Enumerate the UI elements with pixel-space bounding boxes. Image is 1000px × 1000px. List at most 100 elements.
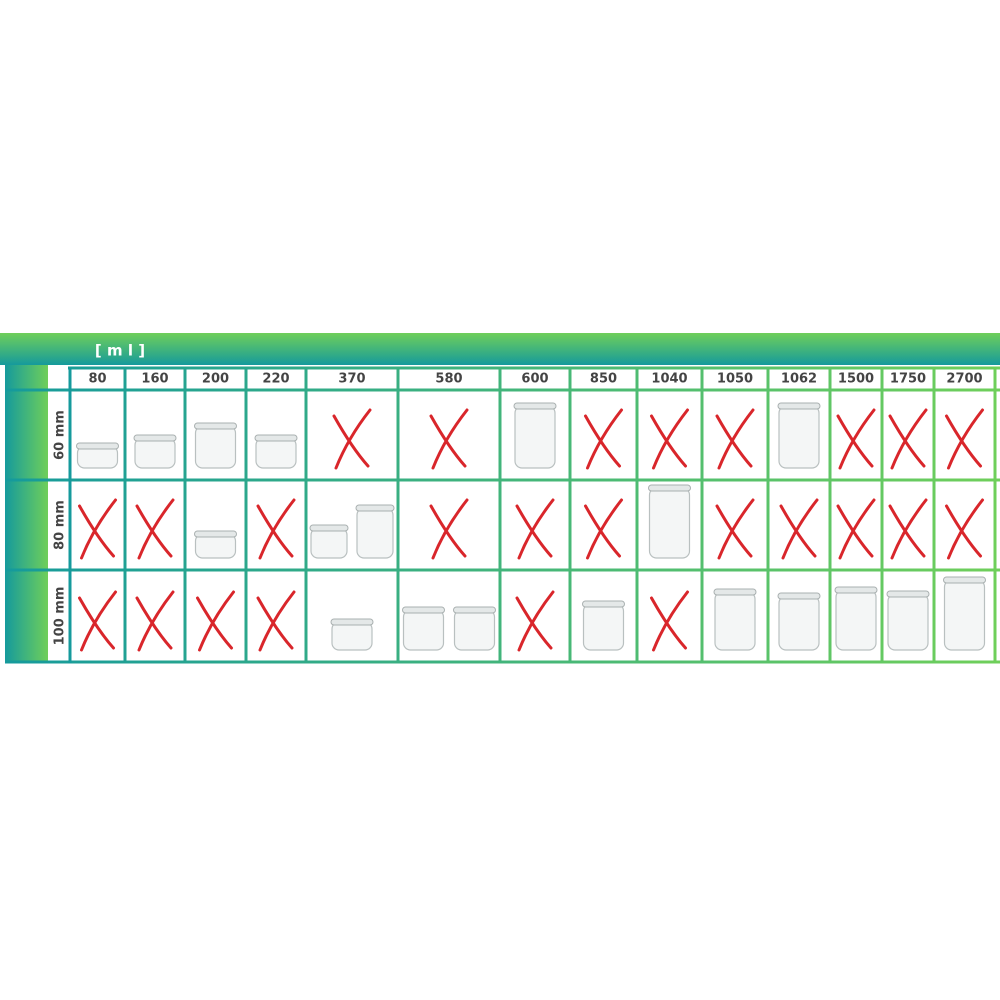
column-header: 850: [590, 372, 617, 387]
jar: [76, 442, 119, 469]
jar-body: [134, 437, 176, 469]
jar: [777, 592, 821, 651]
unavailable-cross: [779, 498, 819, 560]
column-header: 600: [521, 372, 548, 387]
unavailable-cross: [332, 408, 372, 470]
jar: [834, 586, 878, 651]
unavailable-cross: [836, 408, 876, 470]
unavailable-cross: [196, 590, 235, 652]
unavailable-cross: [888, 408, 928, 470]
jar: [194, 422, 237, 469]
unavailable-cross: [584, 408, 623, 470]
jar: [943, 576, 986, 651]
jar-lid: [513, 402, 557, 410]
row-label: 60 mm: [53, 410, 68, 460]
column-header: 580: [435, 372, 462, 387]
unavailable-cross: [715, 498, 755, 560]
column-header: 80: [88, 372, 106, 387]
side-bar: [5, 365, 48, 663]
jar: [309, 524, 349, 559]
unavailable-cross: [945, 408, 984, 470]
jar-lid: [886, 590, 930, 598]
unavailable-cross: [135, 498, 175, 560]
unavailable-cross: [650, 590, 689, 652]
jar-lid: [453, 606, 496, 614]
jar: [355, 504, 395, 559]
jar-lid: [777, 592, 821, 600]
jar-body: [835, 589, 877, 651]
column-header: 220: [262, 372, 289, 387]
jar: [194, 530, 237, 559]
column-header: 370: [338, 372, 365, 387]
jar: [402, 606, 445, 651]
unavailable-cross: [429, 408, 469, 470]
column-header: 2700: [946, 372, 982, 387]
jar: [582, 600, 625, 651]
jar-lid: [713, 588, 757, 596]
unavailable-cross: [515, 498, 555, 560]
unavailable-cross: [584, 498, 623, 560]
row-label: 100 mm: [53, 587, 68, 646]
jar-lid: [194, 530, 237, 538]
column-header: 1062: [781, 372, 817, 387]
jar: [713, 588, 757, 651]
jar-body: [714, 591, 756, 651]
jar-body: [255, 437, 297, 469]
unavailable-cross: [256, 590, 296, 652]
unavailable-cross: [78, 590, 117, 652]
jar-lid: [309, 524, 349, 532]
jar-body: [310, 527, 348, 559]
jar-lid: [133, 434, 177, 442]
column-header: 1040: [651, 372, 687, 387]
jar-body: [778, 595, 820, 651]
jar: [254, 434, 298, 469]
jar-lid: [582, 600, 625, 608]
unavailable-cross: [429, 498, 469, 560]
unavailable-cross: [836, 498, 876, 560]
jar-lid: [648, 484, 691, 492]
jar-lid: [834, 586, 878, 594]
jar: [513, 402, 557, 469]
jar-body: [356, 507, 394, 559]
jar-body: [582, 603, 625, 651]
jar-lid: [254, 434, 298, 442]
unavailable-cross: [135, 590, 175, 652]
unavailable-cross: [715, 408, 755, 470]
jar-body: [943, 579, 986, 651]
column-header: 1050: [717, 372, 753, 387]
column-header: 1750: [890, 372, 926, 387]
jar-body: [194, 425, 237, 469]
jar-lid: [355, 504, 395, 512]
jar-body: [778, 405, 820, 469]
jar-body: [453, 609, 496, 651]
unavailable-cross: [256, 498, 296, 560]
jar-body: [331, 621, 373, 651]
unit-label: [ m l ]: [95, 342, 145, 360]
unavailable-cross: [78, 498, 117, 560]
jar-body: [514, 405, 556, 469]
jar-lid: [777, 402, 821, 410]
column-header: 1500: [838, 372, 874, 387]
jar-lid: [194, 422, 237, 430]
column-header: 160: [141, 372, 168, 387]
jar-body: [648, 487, 691, 559]
jar-body: [402, 609, 445, 651]
jar: [453, 606, 496, 651]
jar: [777, 402, 821, 469]
jar-body: [887, 593, 929, 651]
jar-lid: [330, 618, 374, 626]
jar-lid: [402, 606, 445, 614]
jar: [133, 434, 177, 469]
jar: [886, 590, 930, 651]
jar: [648, 484, 691, 559]
unavailable-cross: [945, 498, 984, 560]
row-label: 80 mm: [53, 500, 68, 550]
jar-body: [194, 533, 237, 559]
jar-lid: [943, 576, 986, 584]
jar-lid: [76, 442, 119, 450]
unavailable-cross: [888, 498, 928, 560]
jar: [330, 618, 374, 651]
header-bar: [0, 333, 1000, 365]
column-header: 200: [202, 372, 229, 387]
